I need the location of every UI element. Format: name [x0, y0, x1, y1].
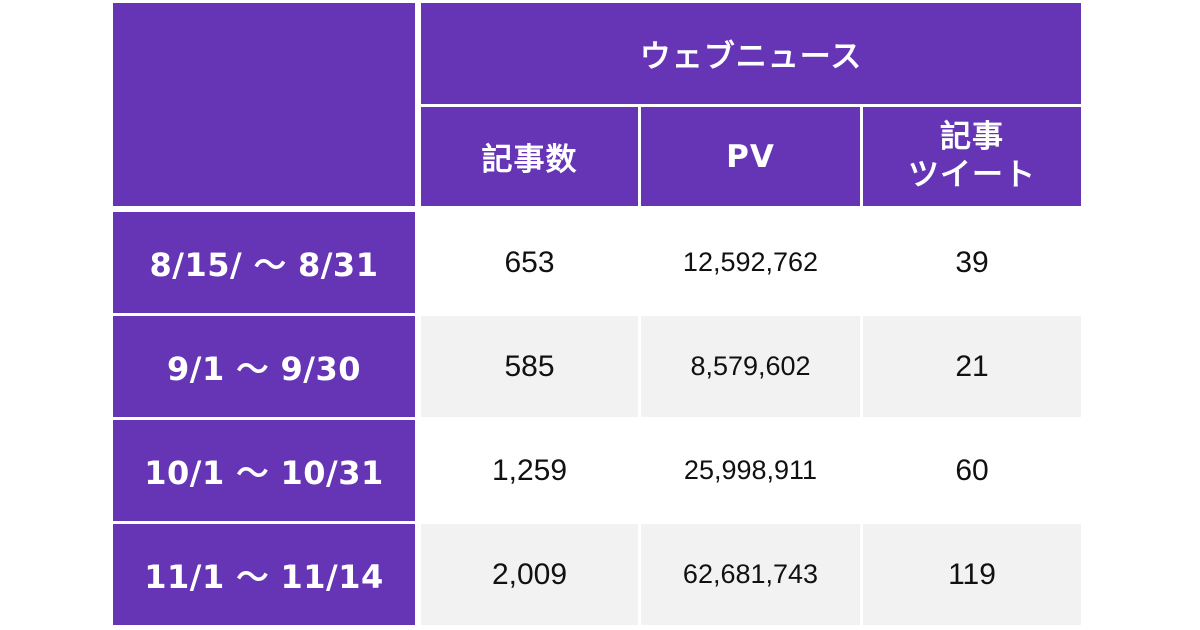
group-header-web-news: ウェブニュース	[421, 3, 1081, 104]
row-header-period: 11/1 〜 11/14	[113, 524, 415, 625]
row-header-period: 10/1 〜 10/31	[113, 420, 415, 521]
corner-cell	[113, 3, 415, 206]
row-header-period: 8/15/ 〜 8/31	[113, 212, 415, 313]
column-header-article-tweets: 記事 ツイート	[863, 107, 1081, 206]
cell-articles: 585	[421, 316, 638, 417]
cell-tweets: 60	[863, 420, 1081, 521]
column-header-article-tweets-line2: ツイート	[908, 156, 1036, 193]
column-header-article-tweets-line1: 記事	[940, 119, 1004, 156]
cell-articles: 653	[421, 212, 638, 313]
cell-pv: 8,579,602	[641, 316, 860, 417]
column-header-articles: 記事数	[421, 107, 638, 206]
cell-tweets: 21	[863, 316, 1081, 417]
cell-tweets: 119	[863, 524, 1081, 625]
cell-pv: 12,592,762	[641, 212, 860, 313]
cell-articles: 1,259	[421, 420, 638, 521]
cell-pv: 25,998,911	[641, 420, 860, 521]
cell-tweets: 39	[863, 212, 1081, 313]
row-header-period: 9/1 〜 9/30	[113, 316, 415, 417]
cell-pv: 62,681,743	[641, 524, 860, 625]
column-header-pv: PV	[641, 107, 860, 206]
cell-articles: 2,009	[421, 524, 638, 625]
